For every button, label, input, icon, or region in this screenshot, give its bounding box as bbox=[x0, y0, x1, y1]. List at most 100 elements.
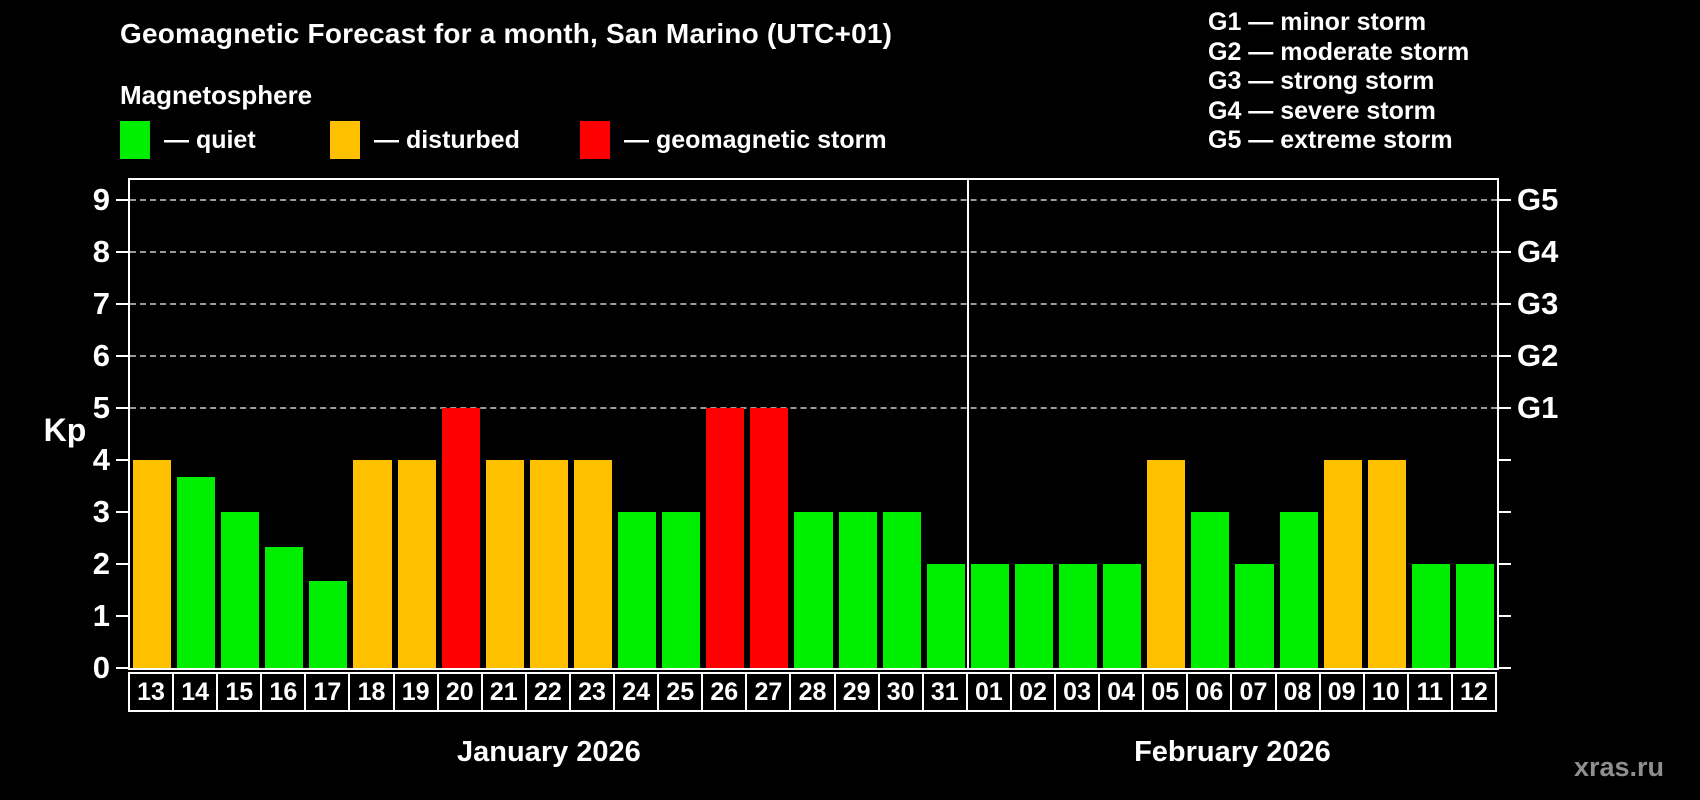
g2-legend-line: G2 — moderate storm bbox=[1208, 37, 1470, 66]
day-label-box-04: 04 bbox=[1098, 672, 1145, 712]
kp-bar-day-31 bbox=[926, 564, 965, 668]
page-title: Geomagnetic Forecast for a month, San Ma… bbox=[120, 18, 893, 49]
kp-bar-day-12 bbox=[1455, 564, 1494, 668]
day-label-box-30: 30 bbox=[877, 672, 924, 712]
day-label-box-28: 28 bbox=[789, 672, 836, 712]
kp-bar-day-27 bbox=[750, 408, 789, 668]
day-label-box-10: 10 bbox=[1362, 672, 1409, 712]
kp-bar-day-01 bbox=[970, 564, 1009, 668]
left-axis-tick-4 bbox=[116, 459, 128, 461]
left-axis-tick-9 bbox=[116, 199, 128, 201]
kp-tick-label-6: 6 bbox=[92, 338, 110, 373]
kp-bar-day-29 bbox=[838, 512, 877, 668]
kp-bar-day-18 bbox=[353, 460, 392, 668]
gridline-kp-8 bbox=[130, 251, 1497, 253]
day-label-box-18: 18 bbox=[348, 672, 395, 712]
kp-bar-day-13 bbox=[133, 460, 172, 668]
quiet-color-swatch-icon bbox=[120, 121, 150, 159]
legend-item-disturbed: — disturbed bbox=[330, 118, 520, 162]
gridline-kp-5 bbox=[130, 407, 1497, 409]
left-axis-tick-7 bbox=[116, 303, 128, 305]
day-label-box-06: 06 bbox=[1186, 672, 1233, 712]
kp-tick-label-2: 2 bbox=[92, 546, 110, 581]
left-axis-tick-6 bbox=[116, 355, 128, 357]
kp-bar-day-09 bbox=[1323, 460, 1362, 668]
kp-tick-label-0: 0 bbox=[92, 650, 110, 685]
kp-bar-day-26 bbox=[706, 408, 745, 668]
kp-tick-label-7: 7 bbox=[92, 286, 110, 321]
kp-bar-day-16 bbox=[265, 546, 304, 668]
month-label-february: February 2026 bbox=[1134, 736, 1331, 768]
kp-bar-day-24 bbox=[618, 512, 657, 668]
right-axis-tick-2 bbox=[1499, 563, 1511, 565]
legend-disturbed-label: — disturbed bbox=[374, 125, 520, 154]
kp-bar-day-08 bbox=[1279, 512, 1318, 668]
gridline-kp-7 bbox=[130, 303, 1497, 305]
legend-item-storm: — geomagnetic storm bbox=[580, 118, 887, 162]
day-label-box-02: 02 bbox=[1009, 672, 1057, 712]
right-axis-tick-5 bbox=[1499, 407, 1511, 409]
kp-bar-day-11 bbox=[1411, 564, 1450, 668]
kp-bar-day-21 bbox=[485, 460, 524, 668]
kp-bar-day-17 bbox=[309, 581, 348, 668]
left-axis-tick-0 bbox=[116, 667, 128, 669]
kp-bar-day-19 bbox=[397, 460, 436, 668]
day-label-box-21: 21 bbox=[480, 672, 527, 712]
kp-bar-day-20 bbox=[441, 408, 480, 668]
kp-bar-day-10 bbox=[1367, 460, 1406, 668]
g3-legend-line: G3 — strong storm bbox=[1208, 67, 1435, 95]
storm-color-swatch-icon bbox=[580, 121, 610, 159]
day-label-box-12: 12 bbox=[1450, 672, 1497, 712]
kp-tick-label-3: 3 bbox=[92, 494, 110, 529]
day-label-box-05: 05 bbox=[1142, 672, 1189, 712]
kp-bar-day-04 bbox=[1103, 564, 1142, 668]
kp-bar-chart-plot-area bbox=[128, 178, 1499, 670]
g-axis-label-G5: G5 bbox=[1517, 182, 1559, 217]
gridline-kp-6 bbox=[130, 355, 1497, 357]
kp-bar-day-22 bbox=[529, 460, 568, 668]
kp-bar-day-05 bbox=[1147, 460, 1186, 668]
day-label-box-23: 23 bbox=[568, 672, 616, 712]
kp-tick-label-4: 4 bbox=[92, 442, 110, 477]
day-label-box-22: 22 bbox=[524, 672, 571, 712]
day-label-box-08: 08 bbox=[1274, 672, 1321, 712]
day-label-box-27: 27 bbox=[745, 672, 792, 712]
g5-legend-line: G5 — extreme storm bbox=[1208, 126, 1453, 154]
magnetosphere-subtitle: Magnetosphere bbox=[120, 80, 313, 110]
month-label-january: January 2026 bbox=[457, 736, 641, 768]
right-axis-tick-4 bbox=[1499, 459, 1511, 461]
disturbed-color-swatch-icon bbox=[330, 121, 360, 159]
legend-quiet-label: — quiet bbox=[164, 125, 256, 154]
g-axis-label-G4: G4 bbox=[1517, 234, 1559, 269]
day-label-box-09: 09 bbox=[1318, 672, 1365, 712]
day-label-box-25: 25 bbox=[657, 672, 704, 712]
left-axis-tick-5 bbox=[116, 407, 128, 409]
day-label-box-17: 17 bbox=[304, 672, 351, 712]
day-label-box-01: 01 bbox=[965, 672, 1012, 712]
day-label-box-15: 15 bbox=[216, 672, 263, 712]
left-axis-tick-1 bbox=[116, 615, 128, 617]
g1-legend-line: G1 — minor storm bbox=[1208, 8, 1427, 36]
legend-item-quiet: — quiet bbox=[120, 118, 256, 162]
day-label-box-31: 31 bbox=[921, 672, 968, 712]
g-scale-legend: G1 — minor storm G2 — moderate storm G3 … bbox=[1208, 8, 1469, 156]
kp-bar-day-30 bbox=[882, 512, 921, 668]
right-axis-tick-9 bbox=[1499, 199, 1511, 201]
g-axis-label-G2: G2 bbox=[1517, 338, 1559, 373]
right-axis-tick-7 bbox=[1499, 303, 1511, 305]
gridline-kp-9 bbox=[130, 199, 1497, 201]
g4-legend-line: G4 — severe storm bbox=[1208, 96, 1436, 125]
day-label-box-20: 20 bbox=[436, 672, 483, 712]
kp-bar-day-03 bbox=[1059, 564, 1098, 668]
kp-bar-day-14 bbox=[177, 477, 216, 668]
kp-bar-day-23 bbox=[573, 460, 613, 668]
kp-tick-label-5: 5 bbox=[92, 390, 110, 425]
right-axis-tick-1 bbox=[1499, 615, 1511, 617]
day-label-box-26: 26 bbox=[701, 672, 748, 712]
month-divider-line bbox=[966, 180, 969, 668]
right-axis-tick-8 bbox=[1499, 251, 1511, 253]
right-axis-tick-3 bbox=[1499, 511, 1511, 513]
kp-axis-label: Kp bbox=[43, 412, 87, 448]
day-label-box-03: 03 bbox=[1054, 672, 1101, 712]
